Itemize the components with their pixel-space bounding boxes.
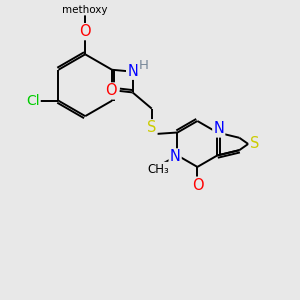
Text: N: N: [170, 149, 181, 164]
Text: Cl: Cl: [26, 94, 40, 108]
Text: O: O: [105, 83, 117, 98]
Text: O: O: [192, 178, 204, 193]
Text: N: N: [127, 64, 138, 79]
Text: H: H: [139, 59, 149, 72]
Text: S: S: [250, 136, 260, 152]
Text: CH₃: CH₃: [147, 163, 169, 176]
Text: methoxy: methoxy: [62, 4, 108, 14]
Text: S: S: [147, 120, 156, 135]
Text: O: O: [80, 24, 91, 39]
Text: N: N: [213, 122, 224, 136]
